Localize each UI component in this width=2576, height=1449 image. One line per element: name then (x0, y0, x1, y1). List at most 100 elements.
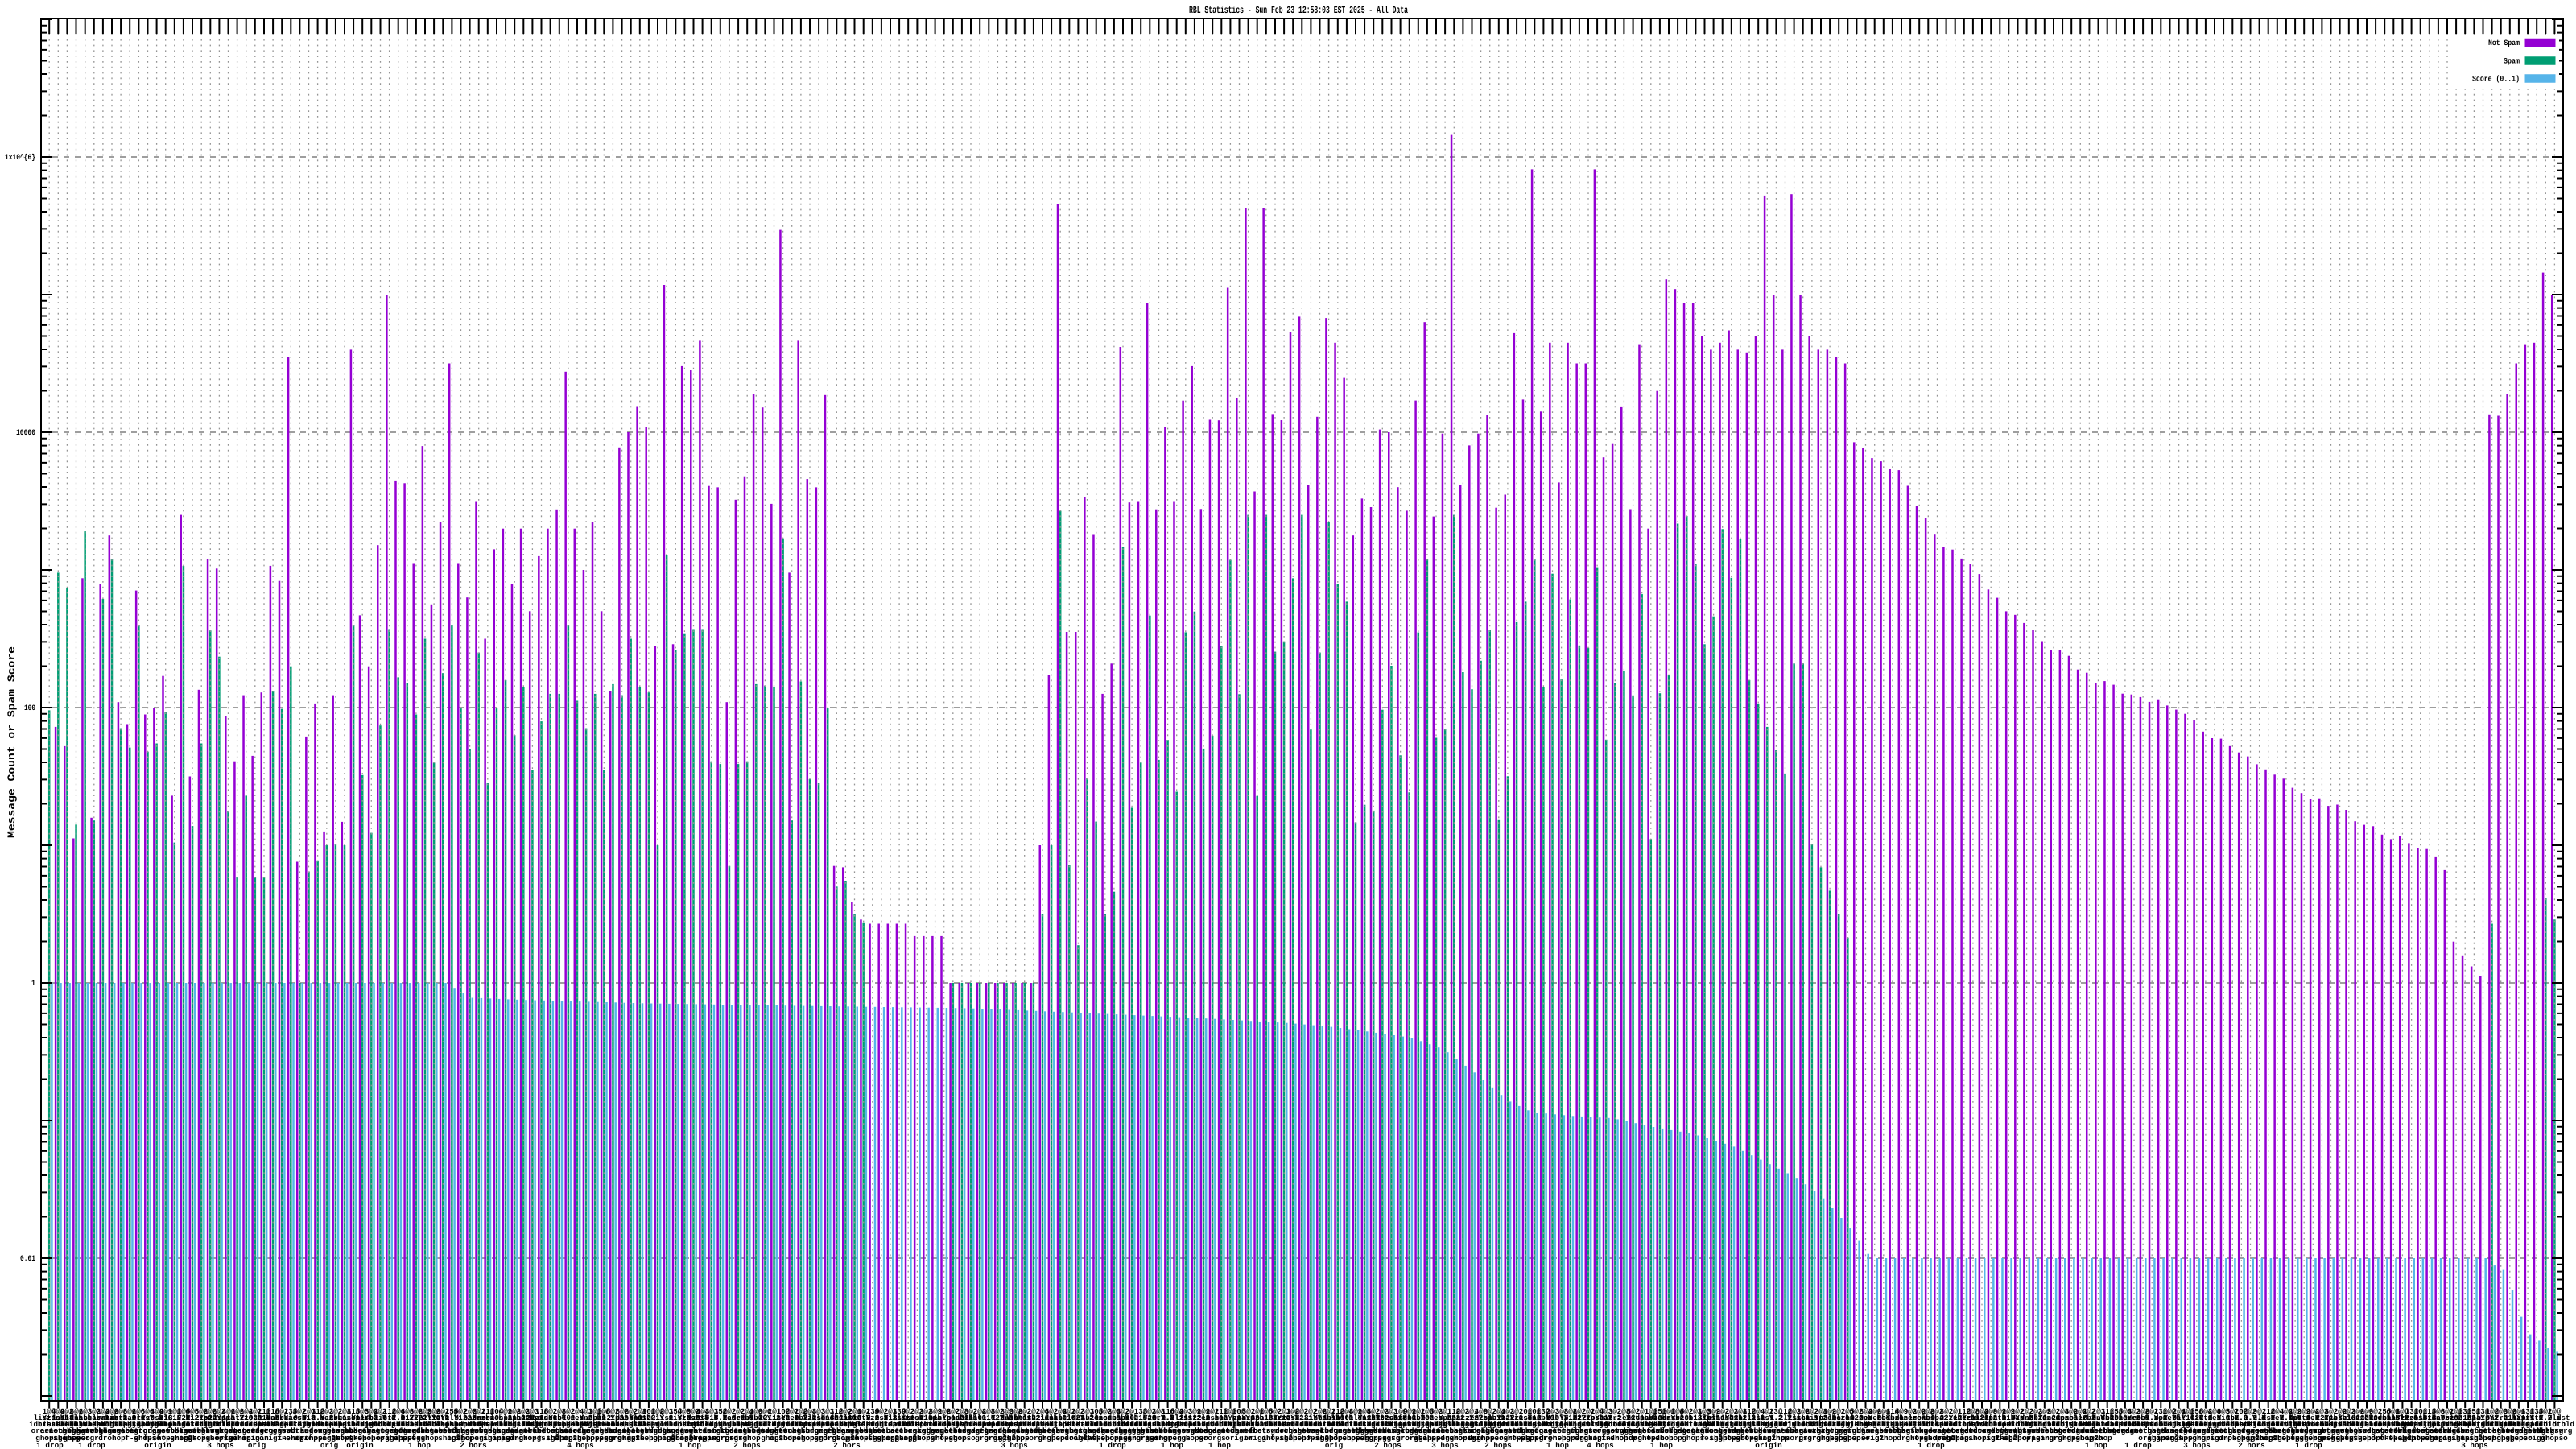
svg-text:khgslkdjg: khgslkdjg (1711, 1420, 1752, 1429)
svg-text:spwodkops: spwodkops (807, 1420, 848, 1429)
svg-text:rgrorgso: rgrorgso (828, 1426, 864, 1435)
svg-text:etotswdr: etotswdr (2367, 1426, 2403, 1435)
svg-text:wldbtcdid: wldbtcdid (727, 1420, 767, 1429)
svg-text:ig2hop: ig2hop (1074, 1434, 1101, 1443)
svg-text:list1.Y: list1.Y (427, 1414, 458, 1422)
svg-text:grorgs: grorgs (1736, 1434, 1763, 1443)
svg-text:idtidtidt: idtidtidt (1703, 1420, 1743, 1429)
svg-text:ghopso: ghopso (385, 1434, 412, 1443)
svg-text:22.1.Yz: 22.1.Yz (1939, 1414, 1971, 1422)
svg-text:0.0.Y.2: 0.0.Y.2 (1850, 1414, 1881, 1422)
svg-text:kudoaget: kudoaget (1749, 1426, 1785, 1435)
svg-text:btsadkdlb: btsadkdlb (879, 1420, 920, 1429)
svg-text:9@2: 9@2 (902, 1407, 915, 1416)
svg-text:0.0.Y.2: 0.0.Y.2 (1930, 1414, 1962, 1422)
svg-text:9@2: 9@2 (1412, 1407, 1426, 1416)
svg-text:2@4: 2@4 (1752, 1407, 1765, 1416)
svg-text:oraetorg: oraetorg (1597, 1426, 1633, 1435)
svg-text:hosb 1-: hosb 1- (516, 1414, 547, 1422)
svg-text:13@: 13@ (2405, 1407, 2419, 1416)
svg-text:13@: 13@ (2530, 1407, 2544, 1416)
svg-text:bdkjshdbk: bdkjshdbk (2320, 1420, 2361, 1429)
svg-text:5@2: 5@2 (365, 1407, 378, 1416)
svg-text:origin: origin (286, 1434, 313, 1443)
svg-text:3@3: 3@3 (2432, 1407, 2446, 1416)
svg-text:13@: 13@ (1769, 1407, 1783, 1416)
svg-text:shopsg: shopsg (850, 1434, 877, 1443)
svg-text:ig2hop: ig2hop (564, 1434, 591, 1443)
svg-text:idtidtidt: idtidtidt (1774, 1420, 1814, 1429)
svg-text:gswubtsu: gswubtsu (757, 1426, 793, 1435)
svg-text:idtictbld: idtictbld (825, 1420, 865, 1429)
svg-text:idtictbld: idtictbld (1129, 1420, 1170, 1429)
svg-text:dametbet: dametbet (2438, 1426, 2475, 1435)
svg-text:khgslkdjg: khgslkdjg (1542, 1420, 1583, 1429)
svg-text:Yzesb18: Yzesb18 (1375, 1414, 1406, 1422)
svg-text:2@2: 2@2 (1071, 1407, 1085, 1416)
svg-text:11@: 11@ (1886, 1407, 1900, 1416)
svg-text:3@2: 3@2 (1608, 1407, 1622, 1416)
svg-text:10@: 10@ (642, 1407, 656, 1416)
svg-text:dametbet: dametbet (103, 1426, 139, 1435)
svg-text:idtidtidt: idtidtidt (1371, 1420, 1411, 1429)
svg-text:etotswdr: etotswdr (1293, 1426, 1329, 1435)
svg-text:b.barrz: b.barrz (1492, 1414, 1523, 1422)
svg-text:1 hop: 1 hop (2085, 1441, 2107, 1449)
svg-text:0.Y.2.Y: 0.Y.2.Y (1760, 1414, 1791, 1422)
svg-text:kudoaget: kudoaget (918, 1426, 954, 1435)
svg-text:idtidtidt: idtidtidt (1496, 1420, 1537, 1429)
svg-text:Y.0.Y.d: Y.0.Y.d (659, 1414, 691, 1422)
svg-text:idtidtidt: idtidtidt (1479, 1420, 1519, 1429)
svg-text:shopsg: shopsg (1154, 1434, 1182, 1443)
svg-text:bl 1-22: bl 1-22 (811, 1414, 843, 1422)
svg-text:2@2: 2@2 (1295, 1407, 1309, 1416)
svg-text:origin: origin (1109, 1434, 1137, 1443)
svg-text:dametbet: dametbet (1732, 1426, 1768, 1435)
svg-text:dnsb lr: dnsb lr (51, 1414, 82, 1422)
svg-text:idtictbld: idtictbld (1309, 1420, 1349, 1429)
svg-text:bdkjshdbk: bdkjshdbk (65, 1420, 106, 1429)
svg-text:3@2: 3@2 (88, 1407, 101, 1416)
svg-text:oraetorg: oraetorg (2197, 1426, 2233, 1435)
svg-text:0.0.Y.2: 0.0.Y.2 (131, 1414, 163, 1422)
svg-text:etotswdr: etotswdr (2045, 1426, 2081, 1435)
svg-text:9@2: 9@2 (938, 1407, 952, 1416)
svg-text:1@@: 1@@ (1421, 1407, 1435, 1416)
svg-text:spwodkops: spwodkops (977, 1420, 1018, 1429)
svg-text:2.b1.Yp: 2.b1.Yp (328, 1414, 360, 1422)
svg-text:idtidtidt: idtidtidt (2373, 1420, 2413, 1429)
svg-text:bl 1-22: bl 1-22 (2342, 1414, 2373, 1422)
svg-text:13@: 13@ (893, 1407, 906, 1416)
svg-text:etotswdr: etotswdr (1991, 1426, 2027, 1435)
svg-text:6@2: 6@2 (2441, 1407, 2454, 1416)
svg-text:spwodkops: spwodkops (459, 1420, 500, 1429)
svg-text:gswubtsu: gswubtsu (1758, 1426, 1794, 1435)
svg-text:Yzesb18: Yzesb18 (1277, 1414, 1308, 1422)
svg-text:list1.Y: list1.Y (1787, 1414, 1818, 1422)
svg-text:aetbrgrg: aetbrgrg (1553, 1426, 1589, 1435)
svg-text:2@2: 2@2 (1304, 1407, 1318, 1416)
svg-text:bl 1-22: bl 1-22 (972, 1414, 1004, 1422)
svg-text:zenerbl: zenerbl (1894, 1414, 1926, 1422)
svg-text:8@2: 8@2 (1323, 1407, 1336, 1416)
svg-text:8@2: 8@2 (2065, 1407, 2079, 1416)
svg-text:netbhgsw: netbhgsw (2528, 1426, 2564, 1435)
svg-text:zen.spa: zen.spa (1796, 1414, 1827, 1422)
svg-text:1.2list: 1.2list (1688, 1414, 1719, 1422)
svg-text:1ist2.0: 1ist2.0 (2520, 1414, 2552, 1422)
svg-text:5@2: 5@2 (195, 1407, 208, 1416)
svg-text:8@2: 8@2 (1940, 1407, 1954, 1416)
svg-text:shopsg: shopsg (581, 1434, 609, 1443)
svg-text:aetbrgrg: aetbrgrg (2215, 1426, 2251, 1435)
svg-text:shopsg: shopsg (438, 1434, 465, 1443)
svg-text:wldbtcdid: wldbtcdid (83, 1420, 123, 1429)
svg-text:oraetorg: oraetorg (1517, 1426, 1553, 1435)
svg-text:bl 1-22: bl 1-22 (2029, 1414, 2060, 1422)
svg-text:shopsg: shopsg (394, 1434, 421, 1443)
svg-text:11@: 11@ (383, 1407, 397, 1416)
svg-text:11@: 11@ (1447, 1407, 1461, 1416)
svg-text:shopsg: shopsg (796, 1434, 824, 1443)
svg-text:idtictbld: idtictbld (2338, 1420, 2378, 1429)
svg-text:6@2: 6@2 (436, 1407, 450, 1416)
svg-text:2@2: 2@2 (786, 1407, 799, 1416)
